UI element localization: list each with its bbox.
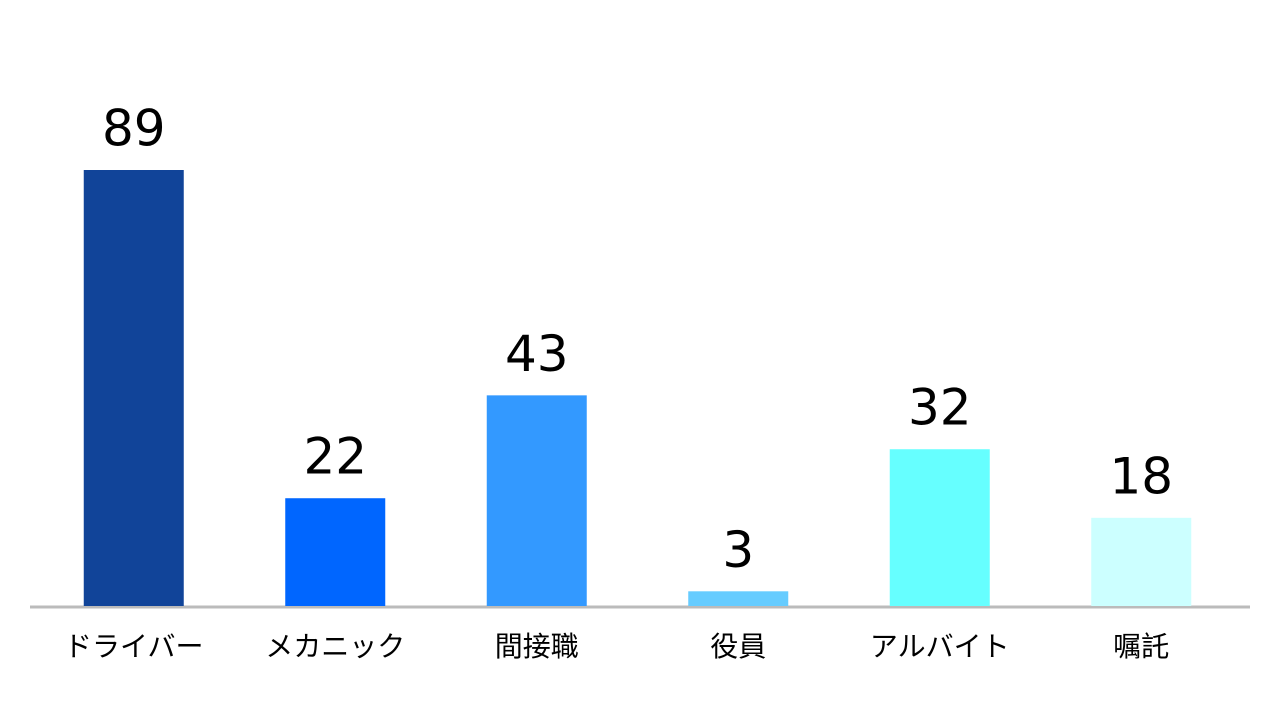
bar xyxy=(889,449,990,606)
x-tick-label: 嘱託 xyxy=(1113,630,1169,663)
bar xyxy=(688,591,789,606)
value-label: 43 xyxy=(505,325,569,383)
value-label: 18 xyxy=(1109,447,1173,505)
bar xyxy=(486,395,587,606)
x-tick-label: 役員 xyxy=(710,630,766,663)
value-label: 3 xyxy=(722,521,754,579)
bar xyxy=(1091,517,1192,606)
x-tick-label: アルバイト xyxy=(870,630,1010,663)
value-label: 32 xyxy=(908,379,972,437)
bar xyxy=(83,170,184,606)
value-label: 22 xyxy=(303,428,367,486)
x-tick-label: 間接職 xyxy=(495,630,579,663)
x-tick-label: メカニック xyxy=(265,630,405,663)
value-label: 89 xyxy=(102,100,166,158)
x-tick-label: ドライバー xyxy=(64,630,203,663)
bar xyxy=(285,498,386,606)
